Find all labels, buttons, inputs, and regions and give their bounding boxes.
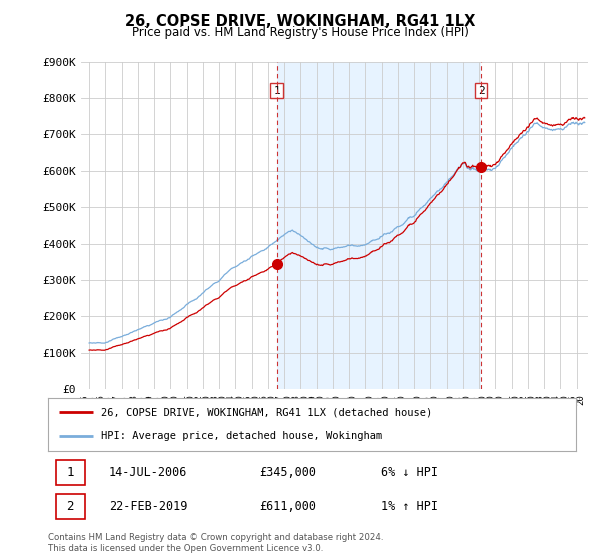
Text: 2: 2: [67, 500, 74, 513]
Text: 6% ↓ HPI: 6% ↓ HPI: [380, 466, 437, 479]
Text: £345,000: £345,000: [259, 466, 316, 479]
Text: 14-JUL-2006: 14-JUL-2006: [109, 466, 187, 479]
Text: 1% ↑ HPI: 1% ↑ HPI: [380, 500, 437, 513]
Text: Contains HM Land Registry data © Crown copyright and database right 2024.
This d: Contains HM Land Registry data © Crown c…: [48, 533, 383, 553]
Text: 26, COPSE DRIVE, WOKINGHAM, RG41 1LX (detached house): 26, COPSE DRIVE, WOKINGHAM, RG41 1LX (de…: [101, 408, 432, 418]
Text: 2: 2: [478, 86, 485, 96]
FancyBboxPatch shape: [56, 460, 85, 484]
Bar: [277, 62, 481, 389]
Text: 1: 1: [67, 466, 74, 479]
Text: 22-FEB-2019: 22-FEB-2019: [109, 500, 187, 513]
Text: £611,000: £611,000: [259, 500, 316, 513]
Text: 26, COPSE DRIVE, WOKINGHAM, RG41 1LX: 26, COPSE DRIVE, WOKINGHAM, RG41 1LX: [125, 14, 475, 29]
FancyBboxPatch shape: [56, 494, 85, 519]
Text: 1: 1: [273, 86, 280, 96]
Text: Price paid vs. HM Land Registry's House Price Index (HPI): Price paid vs. HM Land Registry's House …: [131, 26, 469, 39]
Text: HPI: Average price, detached house, Wokingham: HPI: Average price, detached house, Woki…: [101, 431, 382, 441]
